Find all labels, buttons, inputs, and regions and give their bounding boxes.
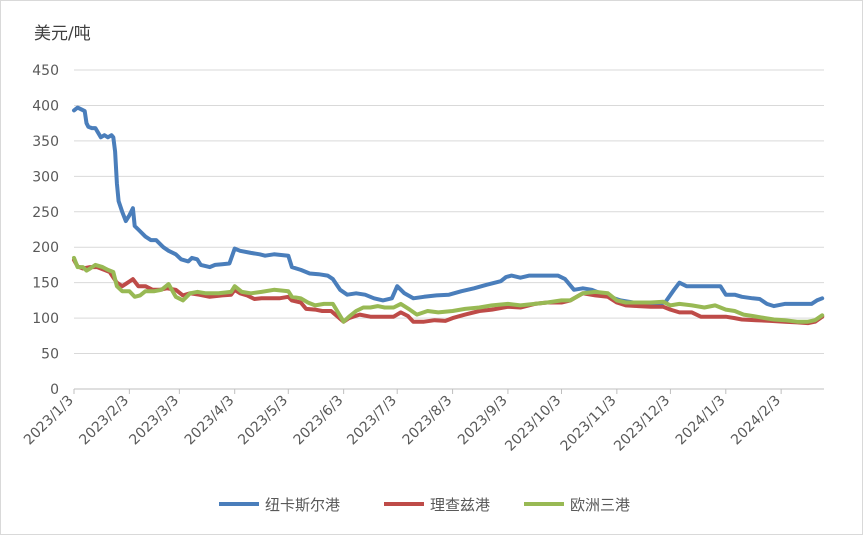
x-tick-label: 2023/9/3 (455, 393, 511, 449)
y-tick-label: 200 (32, 240, 59, 256)
y-axis-label: 美元/吨 (34, 24, 91, 44)
series-line (72, 105, 825, 309)
legend-label: 纽卡斯尔港 (265, 496, 340, 514)
y-tick-label: 50 (41, 347, 59, 363)
x-tick-label: 2023/1/3 (21, 393, 77, 449)
y-tick-label: 300 (32, 169, 59, 185)
y-tick-label: 250 (32, 205, 59, 221)
y-tick-label: 450 (32, 63, 59, 79)
y-tick-label: 350 (32, 134, 59, 150)
series-lines (72, 105, 825, 326)
y-tick-label: 400 (32, 98, 59, 114)
y-axis-ticks: 0 50 100 150 200 250 300 350 400 450 (32, 63, 59, 398)
grid-lines (74, 69, 824, 390)
legend: 纽卡斯尔港 理查兹港 欧洲三港 (219, 496, 630, 514)
x-tick-label: 2023/12/3 (611, 393, 673, 455)
x-tick-label: 2023/10/3 (502, 393, 564, 455)
x-tick-label: 2023/7/3 (344, 393, 400, 449)
x-tick-label: 2023/2/3 (76, 393, 132, 449)
series-line (72, 255, 825, 324)
x-tick-label: 2024/1/3 (673, 393, 729, 449)
x-tick-label: 2023/3/3 (126, 393, 182, 449)
x-tick-label: 2023/11/3 (558, 393, 620, 455)
legend-label: 欧洲三港 (570, 496, 630, 514)
y-tick-label: 100 (32, 311, 59, 327)
x-tick-label: 2023/5/3 (235, 393, 291, 449)
x-tick-label: 2023/8/3 (400, 393, 456, 449)
x-tick-label: 2024/2/3 (728, 393, 784, 449)
x-tick-label: 2023/6/3 (291, 393, 347, 449)
y-tick-label: 150 (32, 276, 59, 292)
x-tick-label: 2023/4/3 (182, 393, 238, 449)
legend-label: 理查兹港 (430, 496, 490, 514)
series-line (72, 258, 825, 326)
y-tick-label: 0 (50, 382, 59, 398)
